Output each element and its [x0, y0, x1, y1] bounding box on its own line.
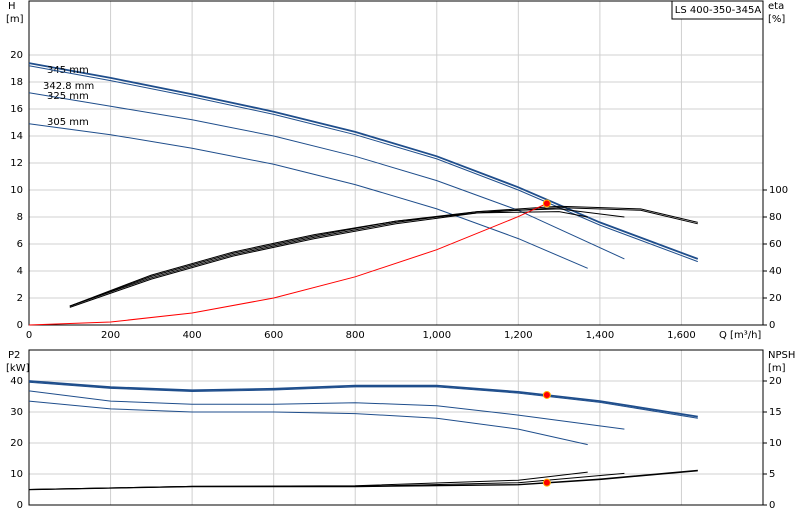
y-tick-label: 12 [10, 158, 23, 169]
plot-frame [28, 349, 764, 506]
x-tick-label: 1,400 [586, 330, 615, 341]
y-tick-label: 4 [17, 266, 23, 277]
curve [28, 471, 588, 490]
x-tick-label: 800 [346, 330, 365, 341]
title-box [671, 0, 764, 20]
plot-frame [28, 0, 764, 326]
y2-tick-label: 20 [769, 293, 782, 304]
series-label: 305 mm [47, 117, 89, 128]
curve [28, 381, 698, 419]
curve [28, 123, 588, 269]
y2-tick-label: 100 [769, 185, 788, 196]
curve [28, 380, 698, 418]
y2-tick-label: 0 [769, 500, 775, 511]
y2-tick-label: 0 [769, 320, 775, 331]
y2-tick-label: 40 [769, 266, 782, 277]
curve [28, 400, 588, 446]
y-tick-label: 16 [10, 104, 23, 115]
x-tick-label: 1,000 [422, 330, 451, 341]
curve [28, 92, 625, 260]
y-tick-label: 40 [10, 376, 23, 387]
y2-tick-label: 20 [769, 376, 782, 387]
x-tick-label: 200 [101, 330, 120, 341]
y2-tick-label: 10 [769, 438, 782, 449]
chart-title: LS 400-350-345A [675, 5, 762, 16]
y2-tick-label: 60 [769, 239, 782, 250]
y2-tick-label: 5 [769, 469, 775, 480]
y2-tick-label: 80 [769, 212, 782, 223]
x-tick-label: 600 [264, 330, 283, 341]
y-tick-label: 10 [10, 185, 23, 196]
y-tick-label: 10 [10, 469, 23, 480]
curve [69, 211, 588, 307]
y-tick-label: 20 [10, 50, 23, 61]
series-label: 345 mm [47, 65, 89, 76]
y2-tick-label: 15 [769, 407, 782, 418]
duty-point [542, 478, 551, 487]
duty-point [542, 390, 551, 399]
y-tick-label: 18 [10, 77, 23, 88]
curve [69, 208, 625, 307]
curve [28, 390, 625, 430]
x-tick-label: 1,600 [667, 330, 696, 341]
duty-point [542, 199, 551, 208]
y-axis-label: H [8, 1, 16, 12]
curve [28, 65, 698, 263]
y-tick-label: 20 [10, 438, 23, 449]
x-tick-label: 1,200 [504, 330, 533, 341]
y-tick-label: 8 [17, 212, 23, 223]
y-tick-label: 30 [10, 407, 23, 418]
curve [69, 207, 698, 308]
y-axis-label: P2 [8, 350, 20, 361]
y2-axis-unit: [%] [768, 14, 785, 25]
y-tick-label: 0 [17, 500, 23, 511]
x-axis-label: Q [m³/h] [719, 330, 761, 341]
curve [28, 203, 548, 326]
x-tick-label: 400 [183, 330, 202, 341]
y-tick-label: 0 [17, 320, 23, 331]
x-tick-label: 0 [26, 330, 32, 341]
y2-axis-unit: [m] [768, 363, 786, 374]
y-tick-label: 2 [17, 293, 23, 304]
curve [69, 205, 698, 307]
y-axis-unit: [kW] [6, 363, 30, 374]
y2-axis-label: eta [768, 1, 784, 12]
y-tick-label: 14 [10, 131, 23, 142]
y2-axis-label: NPSH [768, 350, 795, 361]
series-label: 325 mm [47, 91, 89, 102]
y-tick-label: 6 [17, 239, 23, 250]
y-axis-unit: [m] [6, 14, 24, 25]
series-label: 342.8 mm [43, 81, 94, 92]
